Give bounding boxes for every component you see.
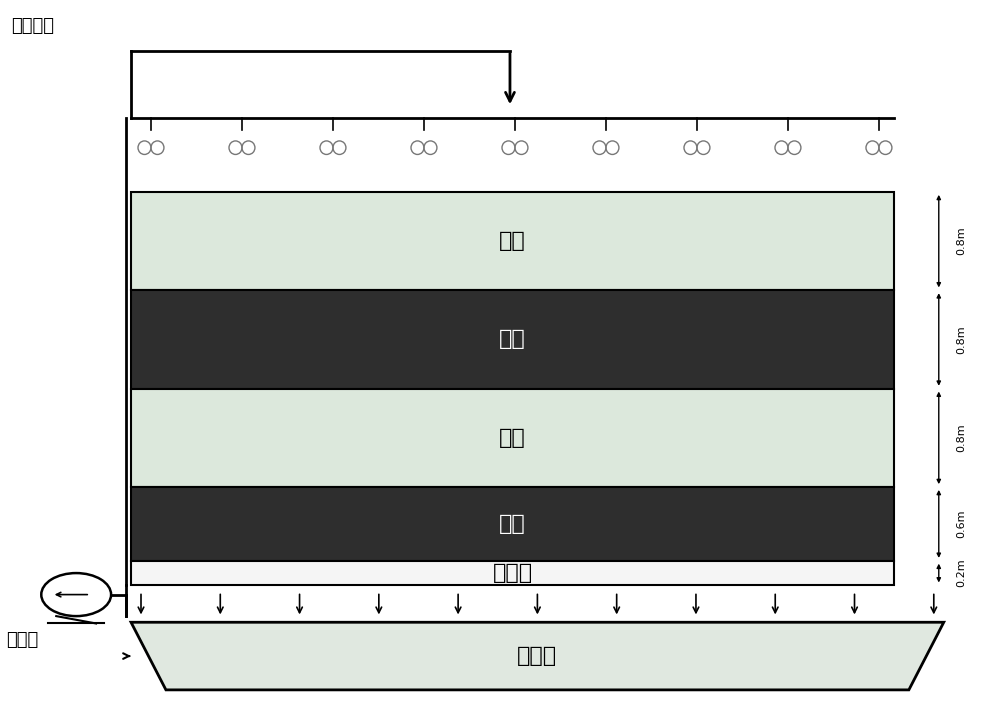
Polygon shape <box>131 622 944 690</box>
Text: 0.8m: 0.8m <box>957 227 967 256</box>
Text: 收集池: 收集池 <box>517 646 557 666</box>
Text: 0.6m: 0.6m <box>957 510 967 538</box>
Text: 0.8m: 0.8m <box>957 325 967 354</box>
Bar <box>131 487 894 561</box>
Text: 块矿: 块矿 <box>499 514 526 534</box>
Bar <box>131 561 894 586</box>
Text: 真空泵: 真空泵 <box>6 632 39 650</box>
Text: 尾矿: 尾矿 <box>499 428 526 448</box>
Text: 尾矿: 尾矿 <box>499 231 526 251</box>
Bar <box>131 388 894 487</box>
Text: 0.2m: 0.2m <box>957 559 967 588</box>
Bar <box>131 290 894 388</box>
Text: 0.8m: 0.8m <box>957 424 967 452</box>
Text: 喷淋系统: 喷淋系统 <box>11 17 54 35</box>
Text: 块矿: 块矿 <box>499 329 526 349</box>
Bar <box>131 192 894 290</box>
Text: 石英砂: 石英砂 <box>492 563 533 583</box>
